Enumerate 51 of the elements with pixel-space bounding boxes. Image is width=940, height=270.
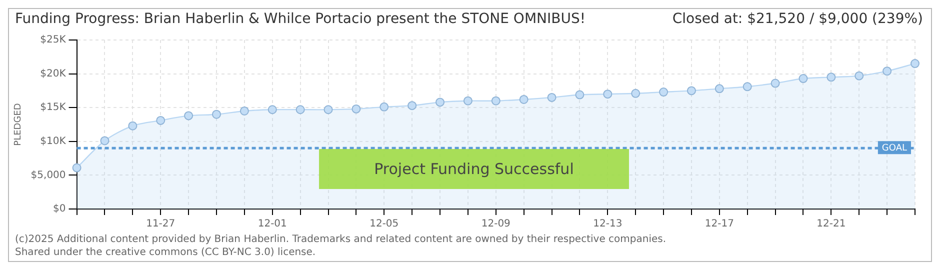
y-tick-label: $20K [40,68,66,80]
y-tick-label: $25K [40,34,66,46]
x-tick-label: 11-27 [146,218,176,230]
y-tick-label: $0 [53,204,66,215]
ref-line-label: GOAL [882,144,908,154]
x-tick-label: 12-21 [816,218,846,230]
point [659,88,668,97]
x-tick-label: 12-05 [370,218,399,230]
point [519,94,528,104]
y-tick-label: $15K [40,102,66,114]
point [324,105,333,114]
y-tick-label: $10K [40,136,66,147]
point [296,105,305,114]
y-axis-title: PLEDGED [14,103,24,146]
point [100,136,110,146]
point [826,72,836,82]
point [156,116,166,125]
point [212,110,221,119]
point [72,163,82,172]
point [854,71,864,80]
x-tick-label: 12-09 [481,218,510,230]
text: (c)2025 Additional content provided by Brian Haberlin. Trademarks and related content are owned by their respective companies. [15,233,668,246]
x-tick-label: 12-17 [704,218,734,230]
point [742,82,752,92]
point [352,104,361,114]
y-tick-label: $5,000 [30,170,66,181]
point [714,84,724,94]
point [547,92,556,102]
point [184,111,194,120]
point [910,59,920,68]
point [686,86,696,96]
point [798,74,808,84]
banner: Project Funding Successful [319,149,629,189]
text: Shared under the creative commons (CC BY-NC 3.0) license. [15,246,317,259]
point [882,66,892,76]
chart-subtitle: Closed at: $21,520 / $9,000 (239%) [672,11,923,29]
point [575,90,584,100]
point [770,78,780,88]
point [631,88,640,98]
point [491,96,500,106]
chart-title: Funding Progress: Brian Haberlin & Whilce Portacio present the STONE OMNIBUS! [15,11,586,29]
point [268,105,277,114]
point [436,98,445,107]
x-tick-label: 12-01 [258,218,287,230]
x-tick-label: 12-13 [593,218,622,230]
point [380,102,389,112]
point [463,96,472,106]
point [240,106,249,116]
point [603,90,612,99]
point [128,121,138,130]
point [408,101,417,110]
